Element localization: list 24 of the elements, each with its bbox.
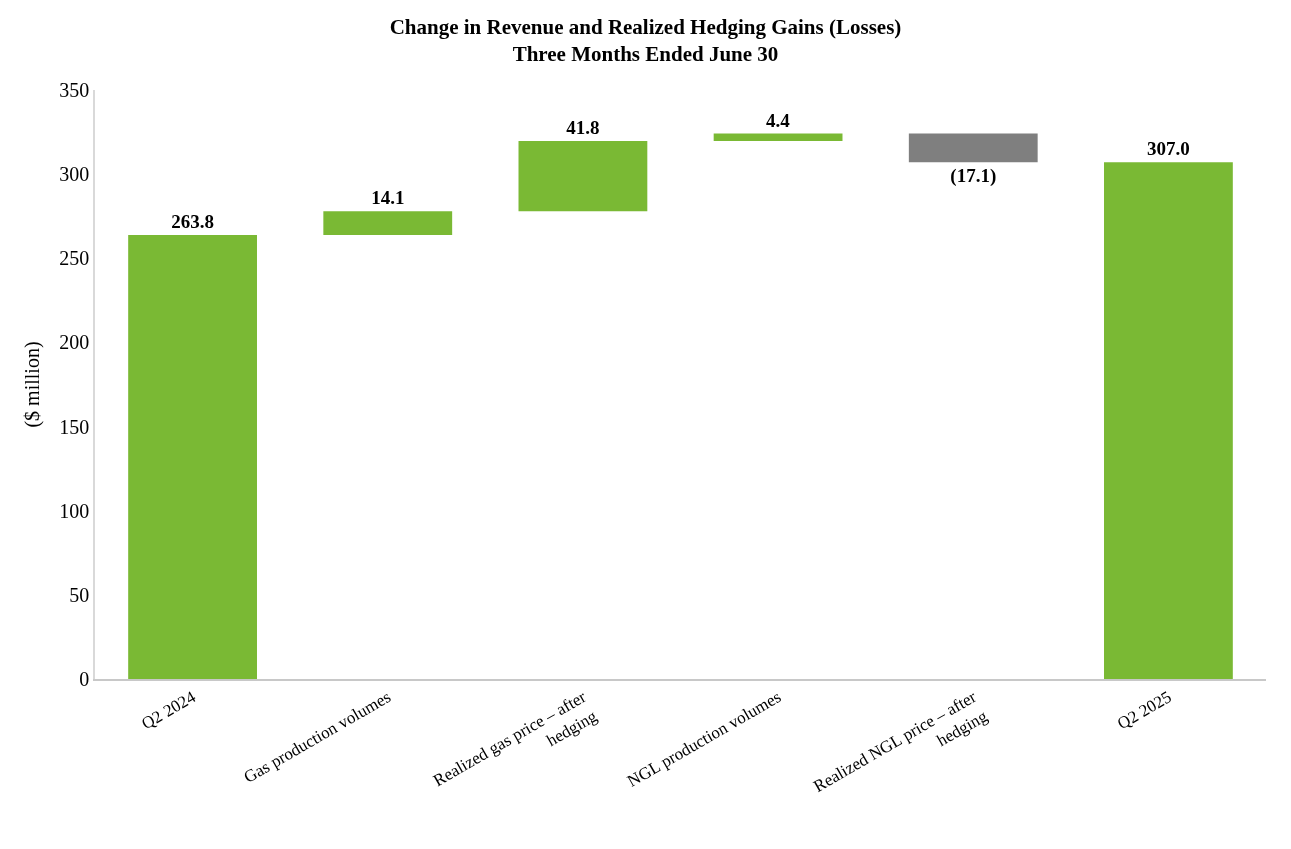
bar <box>1104 162 1233 679</box>
y-tick-label: 250 <box>59 247 90 270</box>
y-tick-label: 100 <box>59 499 90 522</box>
y-tick-label: 50 <box>69 583 90 606</box>
y-tick-label: 350 <box>59 79 90 101</box>
bar <box>518 140 648 212</box>
data-label: (17.1) <box>950 165 997 188</box>
x-tick-label: Q2 2024 <box>138 687 200 734</box>
data-label: 307.0 <box>1147 138 1190 160</box>
data-label: 263.8 <box>171 211 214 233</box>
y-axis-title: ($ million) <box>21 341 45 428</box>
y-tick-label: 150 <box>59 415 90 438</box>
bar <box>713 133 843 141</box>
data-label: 41.8 <box>566 116 600 138</box>
bar <box>128 235 257 679</box>
y-tick-label: 300 <box>59 163 90 186</box>
data-label: 4.4 <box>765 109 791 131</box>
bar <box>323 211 453 236</box>
bar <box>908 133 1038 163</box>
chart-title: Change in Revenue and Realized Hedging Gains (Losses) Three Months Ended June 30 <box>389 14 902 67</box>
y-tick-label: 200 <box>59 331 90 354</box>
x-tick-label: Q2 2025 <box>1114 687 1175 734</box>
data-label: 14.1 <box>371 187 405 209</box>
y-tick-label: 0 <box>79 668 90 690</box>
